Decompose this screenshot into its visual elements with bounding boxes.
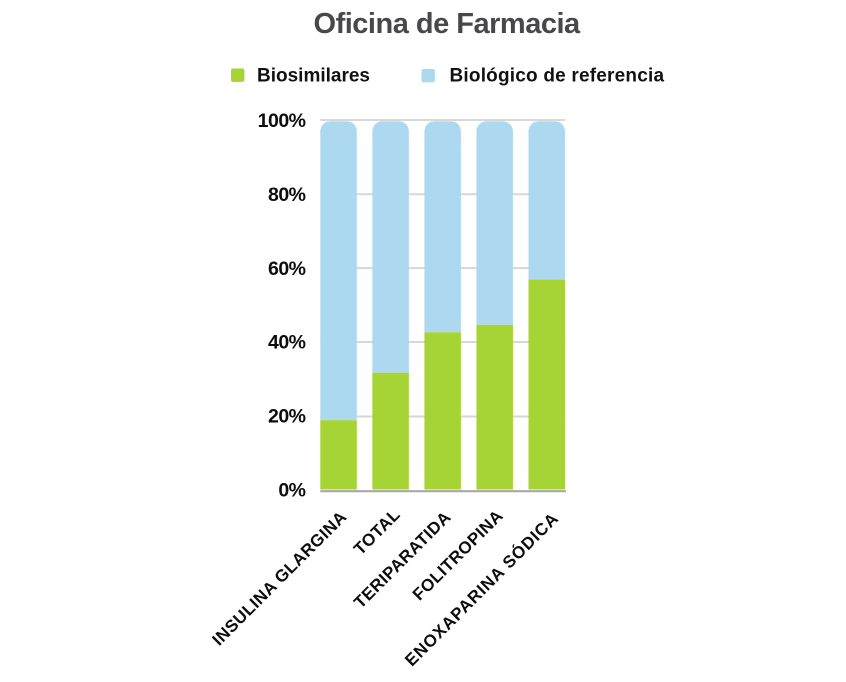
svg-text:80%: 80%: [268, 184, 306, 206]
svg-text:Oficina de Farmacia: Oficina de Farmacia: [314, 8, 581, 40]
svg-text:60%: 60%: [268, 258, 306, 280]
svg-text:Biológico de referencia: Biológico de referencia: [450, 65, 665, 86]
svg-text:100%: 100%: [258, 110, 306, 132]
svg-text:Biosimilares: Biosimilares: [257, 65, 370, 86]
svg-text:0%: 0%: [278, 480, 305, 502]
svg-text:TOTAL: TOTAL: [350, 505, 404, 559]
svg-text:20%: 20%: [268, 406, 306, 428]
svg-text:40%: 40%: [268, 332, 306, 354]
svg-text:INSULINA GLARGINA: INSULINA GLARGINA: [209, 507, 351, 649]
